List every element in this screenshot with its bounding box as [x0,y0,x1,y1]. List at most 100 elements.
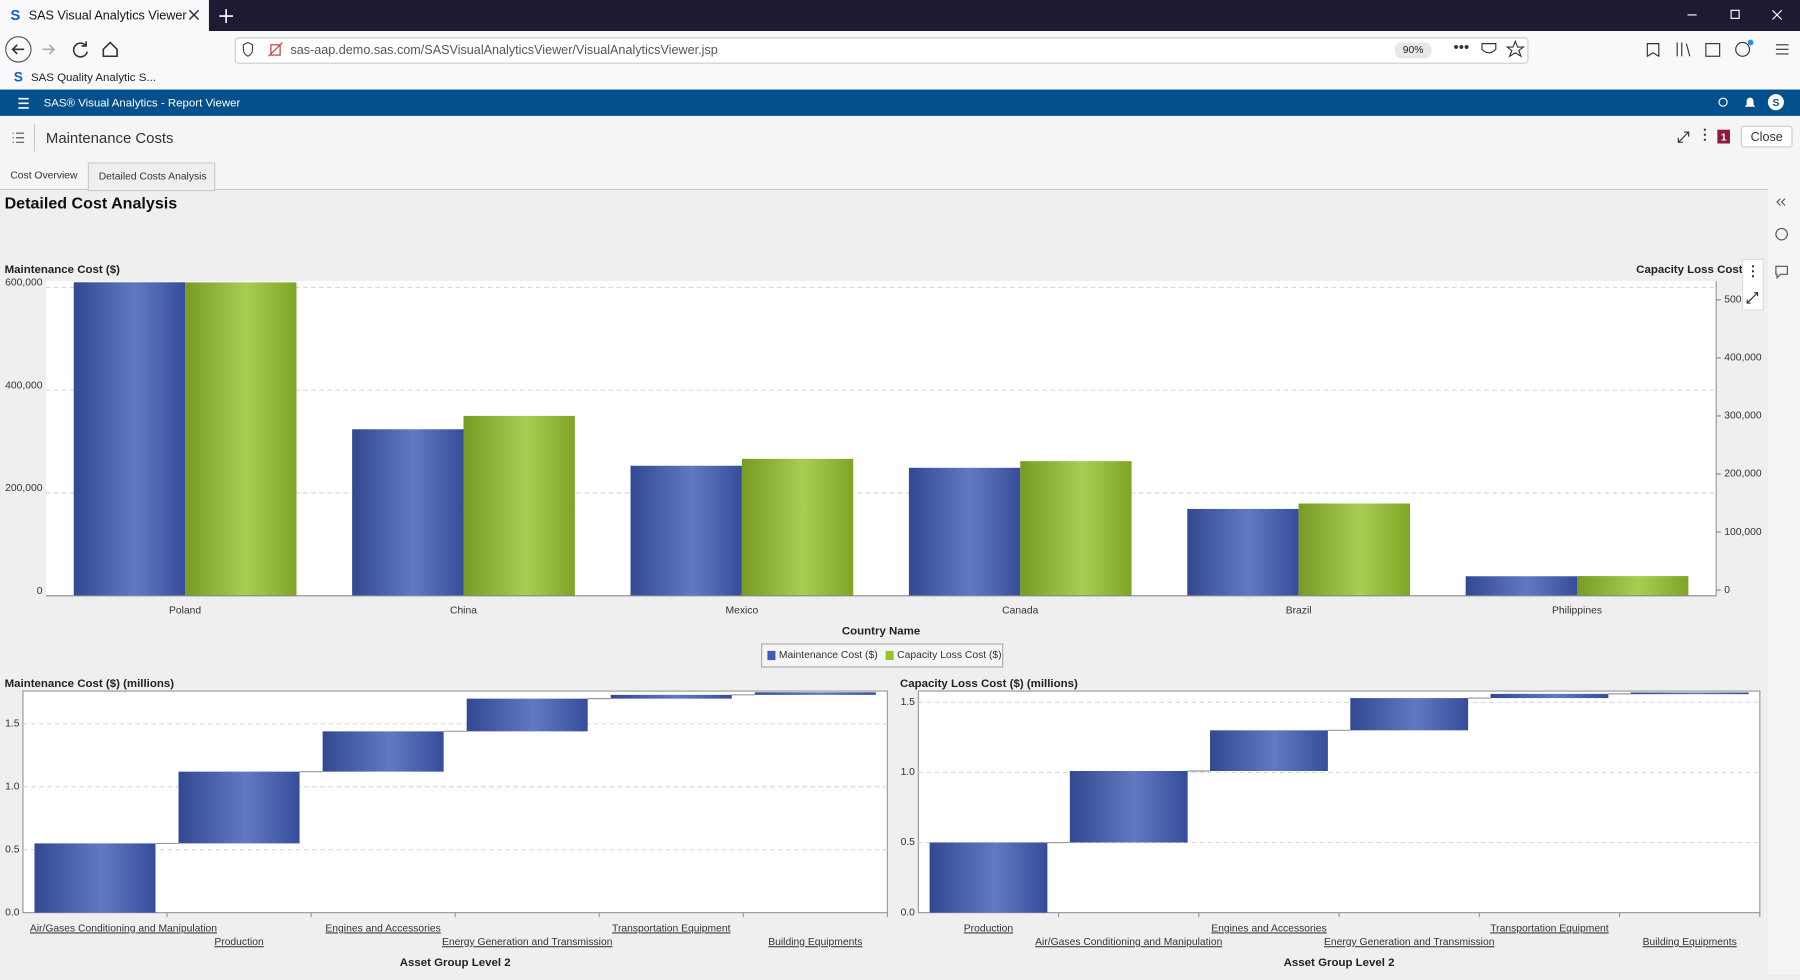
bar [1577,576,1689,596]
reload-button[interactable] [72,41,89,58]
user-initial: S [1772,98,1779,109]
waterfall-bar [1490,693,1609,699]
y-tick-label: 1.0 [901,767,916,778]
address-bar[interactable] [234,37,1529,64]
report-tab[interactable]: Detailed Costs Analysis [99,172,207,183]
user-avatar[interactable] [1767,94,1784,111]
tab-strip [0,0,1800,31]
saved-icon[interactable] [1646,43,1660,58]
y-tick-label: 0 [37,586,43,597]
y-tick-label: 0.0 [5,907,20,918]
alert-badge[interactable] [1717,129,1730,144]
contents-icon[interactable] [12,132,25,143]
y-tick-label: 1.0 [5,781,20,792]
chart-menu[interactable]: ⋮ [1746,264,1760,279]
bar [352,429,464,596]
zoom: 90% [1403,45,1424,56]
bookmark-star[interactable] [1505,39,1526,58]
right-rail [1767,189,1800,975]
new-tab[interactable] [219,9,234,23]
menu-icon[interactable] [1775,44,1789,55]
waterfall-bar [1350,698,1469,731]
waterfall-bar [929,842,1048,913]
back-button[interactable] [5,36,32,63]
bar [630,465,742,596]
pocket-icon[interactable] [1481,43,1497,54]
close-label: Close [1751,130,1783,144]
collapse-icon[interactable] [1776,198,1786,206]
x-tick-label: Mexico [726,605,759,616]
library-icon[interactable] [1676,42,1691,57]
account-dot [1747,39,1754,46]
legend [761,643,1004,668]
report-bar [0,115,1800,161]
bar [185,282,297,596]
waterfall-bar [34,843,156,913]
back-icon [11,44,25,55]
more-icon[interactable]: ⋮ [1698,127,1712,142]
tab-close[interactable] [188,9,200,21]
comments-icon[interactable] [1775,265,1788,280]
search-icon[interactable] [1718,97,1728,107]
bookmark[interactable]: SAS Quality Analytic S... [31,72,156,84]
y-tick-label: 1.5 [901,697,916,708]
x-tick-label: Philippines [1552,605,1602,616]
y2-axis-title: Capacity Loss Cost [1636,264,1743,276]
zoom-badge[interactable] [1394,42,1432,59]
notifications-icon[interactable] [1744,97,1756,107]
active-tab[interactable] [0,0,209,31]
waterfall-bar [1630,692,1749,695]
waterfall-bar [178,771,300,844]
x-tick-label: Poland [169,605,201,616]
sidebar-icon[interactable] [1705,43,1721,57]
x-tick-label: Energy Generation and Transmission [1324,937,1495,948]
restore[interactable] [1730,9,1740,19]
x-tick-label: Air/Gases Conditioning and Manipulation [1035,937,1222,948]
y2-tick-label: 200,000 [1724,469,1762,480]
x-tick-label: Production [214,937,264,948]
report-tab[interactable]: Cost Overview [10,170,78,181]
y-tick-label: 1.5 [5,719,20,730]
active-report-tab[interactable] [87,162,216,192]
page-actions[interactable]: ••• [1454,39,1470,56]
bar [1298,503,1410,596]
maximize-icon[interactable] [1677,131,1690,143]
y-tick-label: 200,000 [5,483,43,494]
y-tick-label: 600,000 [5,278,43,289]
plot-area [45,281,1717,596]
y2-tick-label: 100,000 [1724,527,1762,538]
bar [1187,508,1299,596]
waterfall-bar [1069,771,1188,843]
y-axis-title: Capacity Loss Cost ($) (millions) [900,678,1078,690]
window-close[interactable] [1772,9,1783,20]
bar [1020,461,1132,596]
account-icon[interactable] [1735,41,1751,57]
bar [908,467,1021,596]
url: sas-aap.demo.sas.com/SASVisualAnalyticsV… [290,43,717,57]
x-axis-title: Asset Group Level 2 [400,957,511,969]
x-tick-label: Engines and Accessories [1211,923,1326,934]
waterfall-bar [1210,730,1328,772]
app-menu[interactable] [18,97,29,109]
x-tick-label: Brazil [1286,605,1312,616]
waterfall-bar [610,694,732,699]
tab-title: SAS Visual Analytics Viewer [29,8,187,22]
close-button[interactable] [1740,125,1793,148]
x-tick-label: China [450,605,477,616]
insecure-icon [268,42,283,57]
forward-button[interactable] [42,44,56,55]
y-axis-title: Maintenance Cost ($) (millions) [5,678,175,690]
x-axis-title: Asset Group Level 2 [1284,957,1395,969]
chart-maximize[interactable] [1746,292,1759,304]
plot-area [917,690,1761,914]
info-icon[interactable] [1775,227,1788,241]
bookmarks-bar [0,66,1800,90]
bar [73,282,186,596]
y-tick-label: 0.5 [901,837,916,848]
x-tick-label: Air/Gases Conditioning and Manipulation [30,923,217,934]
legend-swatch [767,650,776,661]
plot-area [22,690,888,914]
home-button[interactable] [102,41,118,58]
page-title: Detailed Cost Analysis [5,195,178,213]
